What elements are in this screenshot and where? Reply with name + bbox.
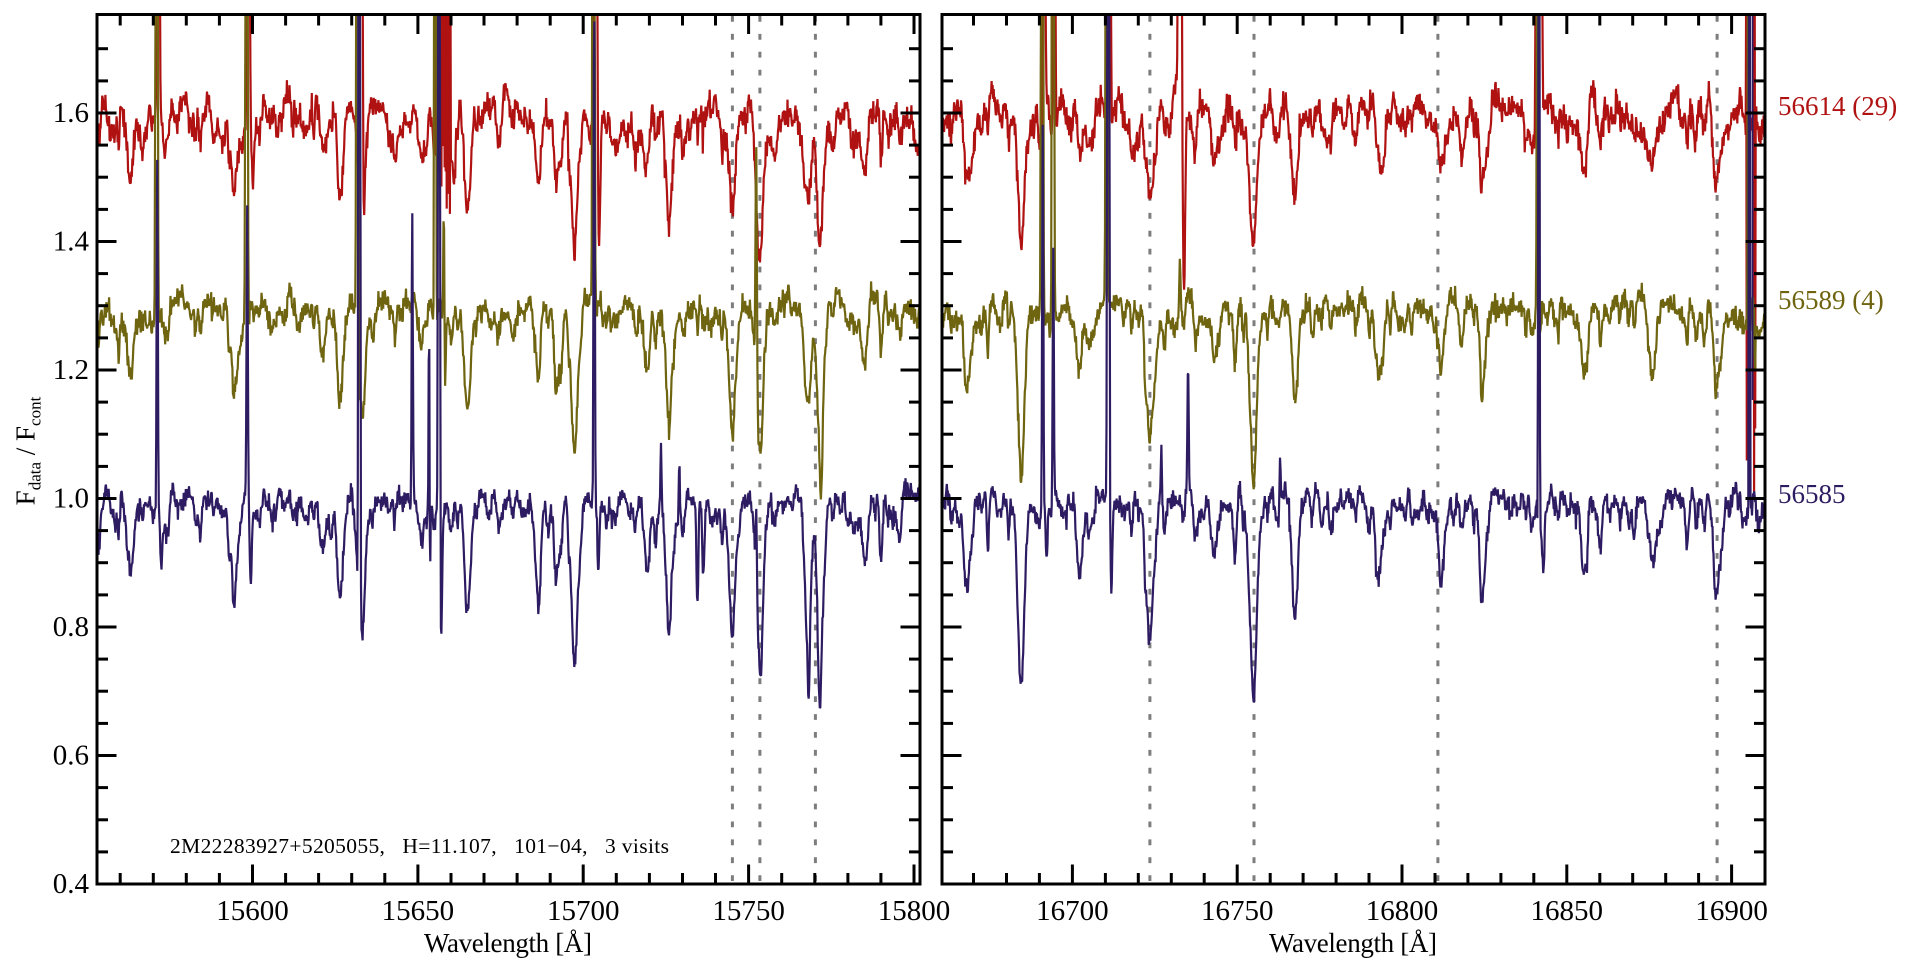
svg-text:0.4: 0.4 [53, 868, 90, 900]
svg-text:16900: 16900 [1695, 895, 1768, 927]
svg-text:56585: 56585 [1778, 479, 1846, 509]
svg-text:2M22283927+5205055, H=11.107: 2M22283927+5205055, H=11.107, 101−04, 3 … [170, 834, 669, 858]
svg-text:1.0: 1.0 [53, 483, 89, 515]
svg-text:16700: 16700 [1036, 895, 1109, 927]
svg-text:15750: 15750 [712, 895, 785, 927]
svg-text:15800: 15800 [878, 895, 951, 927]
svg-text:15700: 15700 [547, 895, 620, 927]
svg-text:0.6: 0.6 [53, 740, 89, 772]
svg-text:1.2: 1.2 [53, 354, 89, 386]
svg-text:16750: 16750 [1201, 895, 1274, 927]
svg-text:1.6: 1.6 [53, 97, 89, 129]
svg-text:15600: 15600 [216, 895, 289, 927]
svg-text:56589 (4): 56589 (4) [1778, 285, 1884, 315]
svg-text:1.4: 1.4 [53, 226, 90, 258]
svg-text:15650: 15650 [382, 895, 455, 927]
svg-text:Wavelength [Å]: Wavelength [Å] [424, 928, 592, 958]
svg-text:Wavelength [Å]: Wavelength [Å] [1269, 928, 1437, 958]
svg-text:16850: 16850 [1531, 895, 1604, 927]
svg-text:56614 (29): 56614 (29) [1778, 91, 1897, 121]
svg-text:16800: 16800 [1366, 895, 1439, 927]
svg-text:0.8: 0.8 [53, 611, 89, 643]
